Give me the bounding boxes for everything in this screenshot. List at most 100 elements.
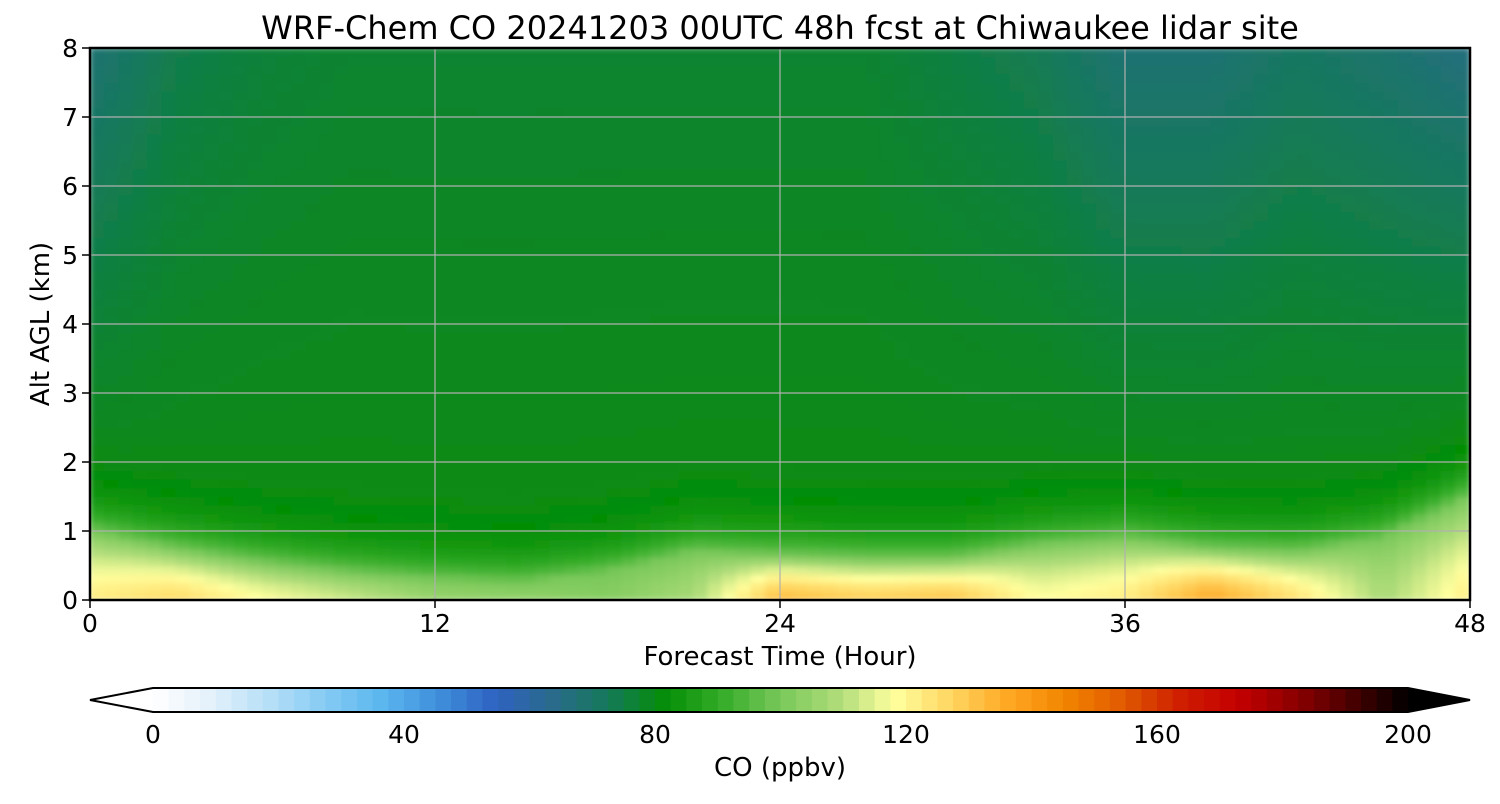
heatmap-cell — [980, 116, 997, 127]
heatmap-cell — [448, 530, 465, 541]
heatmap-cell — [190, 254, 206, 265]
heatmap-cell — [448, 444, 465, 454]
heatmap-cell — [1095, 392, 1112, 403]
heatmap-cell — [434, 263, 450, 273]
heatmap-cell — [377, 452, 393, 463]
heatmap-cell — [1138, 289, 1155, 299]
heatmap-cell — [1067, 582, 1083, 592]
heatmap-cell — [966, 444, 982, 454]
heatmap-cell — [1153, 280, 1169, 291]
heatmap-cell — [348, 349, 364, 360]
heatmap-cell — [808, 573, 824, 584]
heatmap-cell — [175, 496, 192, 506]
heatmap-cell — [607, 358, 623, 368]
heatmap-cell — [578, 392, 594, 403]
heatmap-cell — [793, 573, 810, 584]
heatmap-cell — [247, 366, 264, 377]
heatmap-cell — [1095, 444, 1112, 454]
heatmap-cell — [463, 202, 479, 213]
heatmap-cell — [1009, 220, 1025, 230]
heatmap-cell — [1167, 73, 1184, 84]
heatmap-cell — [966, 211, 982, 222]
heatmap-cell — [333, 133, 350, 144]
heatmap-cell — [348, 289, 364, 299]
heatmap-cell — [765, 82, 781, 92]
heatmap-cell — [578, 504, 594, 515]
heatmap-cell — [463, 125, 479, 135]
heatmap-cell — [894, 565, 910, 575]
heatmap-cell — [736, 211, 752, 222]
heatmap-cell — [966, 48, 982, 58]
heatmap-cell — [923, 211, 939, 222]
heatmap-cell — [722, 90, 738, 101]
heatmap-cell — [592, 133, 609, 144]
heatmap-cell — [1023, 565, 1040, 575]
heatmap-cell — [793, 565, 810, 575]
heatmap-cell — [650, 297, 666, 308]
heatmap-cell — [492, 470, 508, 480]
heatmap-cell — [262, 409, 278, 420]
heatmap-cell — [563, 56, 580, 66]
heatmap-cell — [563, 263, 580, 273]
heatmap-cell — [262, 504, 278, 515]
heatmap-cell — [966, 573, 982, 584]
heatmap-cell — [779, 245, 795, 256]
heatmap-cell — [1153, 418, 1169, 429]
heatmap-cell — [362, 245, 379, 256]
heatmap-cell — [995, 220, 1011, 230]
heatmap-cell — [937, 254, 954, 265]
heatmap-cell — [348, 556, 364, 567]
heatmap-cell — [1095, 556, 1112, 567]
heatmap-cell — [808, 332, 824, 342]
heatmap-cell — [362, 314, 379, 325]
heatmap-cell — [952, 116, 968, 127]
heatmap-cell — [635, 237, 652, 247]
heatmap-cell — [937, 478, 954, 489]
heatmap-cell — [161, 383, 177, 394]
heatmap-cell — [894, 452, 910, 463]
heatmap-cell — [103, 513, 120, 523]
heatmap-cell — [247, 314, 264, 325]
heatmap-cell — [1110, 332, 1126, 342]
heatmap-cell — [1009, 340, 1025, 351]
heatmap-cell — [90, 245, 105, 256]
heatmap-cell — [1081, 556, 1097, 567]
heatmap-cell — [1167, 332, 1184, 342]
heatmap-cell — [607, 107, 623, 118]
heatmap-cell — [707, 375, 724, 385]
heatmap-cell — [793, 487, 810, 498]
heatmap-cell — [492, 383, 508, 394]
heatmap-cell — [736, 590, 752, 600]
heatmap-cell — [1052, 444, 1069, 454]
heatmap-cell — [506, 539, 522, 549]
heatmap-cell — [233, 409, 249, 420]
heatmap-cell — [865, 496, 882, 506]
heatmap-cell — [1110, 565, 1126, 575]
heatmap-cell — [1023, 358, 1040, 368]
heatmap-cell — [1038, 435, 1054, 446]
heatmap-cell — [362, 409, 379, 420]
heatmap-cell — [1182, 409, 1198, 420]
heatmap-cell — [952, 358, 968, 368]
heatmap-cell — [1138, 582, 1155, 592]
heatmap-cell — [1095, 461, 1112, 472]
heatmap-cell — [218, 392, 235, 403]
heatmap-cell — [1110, 539, 1126, 549]
heatmap-cell — [1210, 565, 1227, 575]
heatmap-cell — [405, 73, 422, 84]
heatmap-cell — [405, 496, 422, 506]
heatmap-cell — [678, 444, 695, 454]
heatmap-cell — [247, 461, 264, 472]
heatmap-cell — [995, 125, 1011, 135]
heatmap-cell — [1052, 220, 1069, 230]
heatmap-cell — [1138, 159, 1155, 170]
heatmap-cell — [1110, 444, 1126, 454]
heatmap-cell — [362, 496, 379, 506]
heatmap-cell — [563, 547, 580, 558]
heatmap-cell — [1138, 107, 1155, 118]
heatmap-cell — [650, 323, 666, 334]
heatmap-cell — [319, 375, 335, 385]
heatmap-cell — [520, 125, 537, 135]
heatmap-cell — [233, 73, 249, 84]
heatmap-cell — [693, 556, 709, 567]
